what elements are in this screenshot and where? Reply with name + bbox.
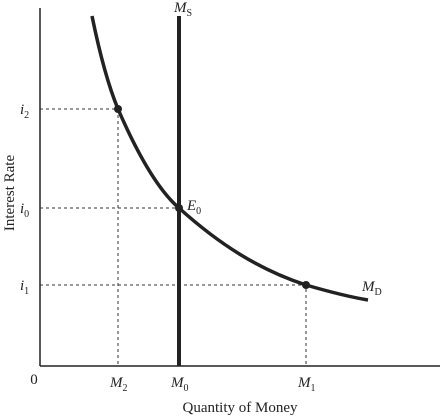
x-level-label: M0 xyxy=(170,375,189,394)
guide-line xyxy=(40,284,307,366)
origin-label: 0 xyxy=(30,372,38,388)
curve-label: MS xyxy=(173,0,192,19)
y-level-label: i2 xyxy=(20,102,29,121)
point xyxy=(114,105,122,113)
point xyxy=(175,204,183,212)
x-axis-label: Quantity of Money xyxy=(183,400,298,416)
guide-line xyxy=(40,108,119,366)
equilibrium-label: E0 xyxy=(186,198,201,217)
y-level-label: i1 xyxy=(20,278,29,297)
x-level-label: M1 xyxy=(297,375,316,394)
x-level-label: M2 xyxy=(109,375,128,394)
y-level-label: i0 xyxy=(20,201,29,220)
curve-label: MD xyxy=(361,279,382,298)
demand-curve xyxy=(90,15,369,302)
point xyxy=(302,281,310,289)
y-axis-label: Interest Rate xyxy=(2,155,18,232)
